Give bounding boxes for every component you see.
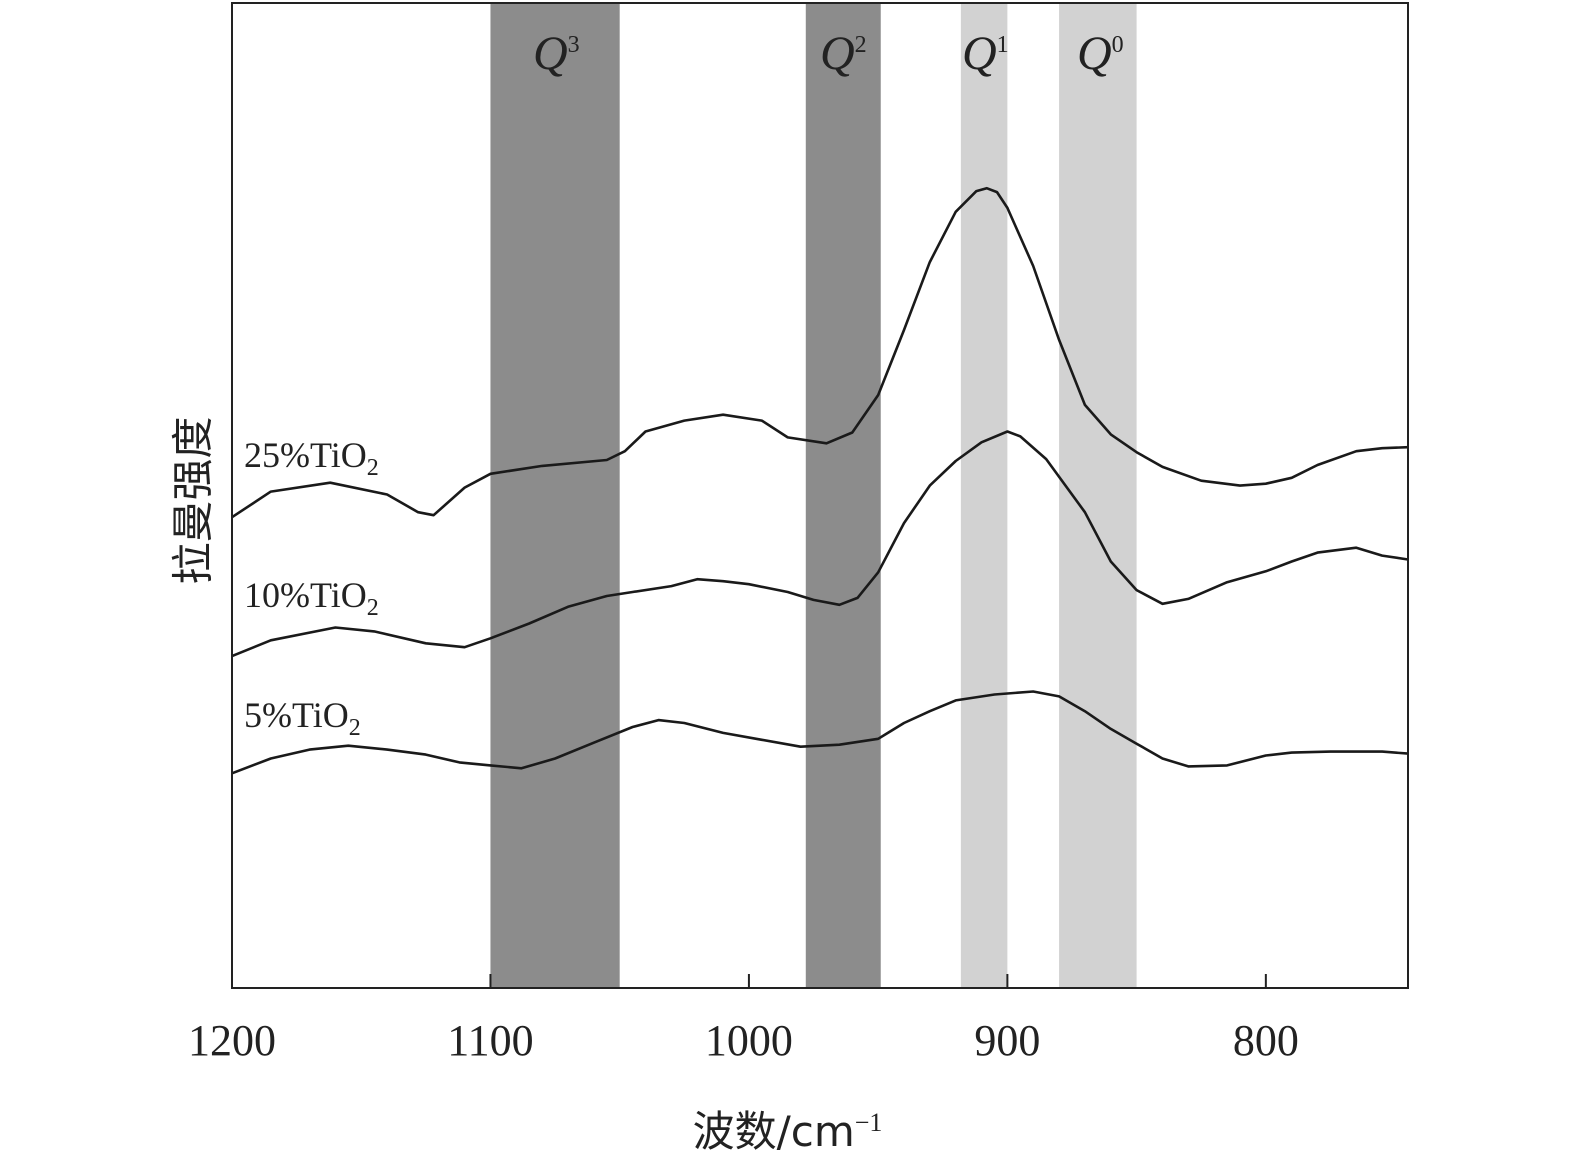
series-lines (231, 186, 1409, 775)
x-axis-label-main: 波数/cm (692, 1107, 855, 1156)
q-bands (490, 3, 1137, 988)
x-tick-label-800: 800 (1233, 1016, 1299, 1065)
band-q0 (1059, 3, 1137, 988)
y-axis-label-wrap: 拉曼强度 (110, 270, 270, 730)
band-label-q3: Q3 (533, 27, 580, 80)
series-label-10: 10%TiO2 (244, 575, 379, 622)
band-label-q2: Q2 (820, 27, 867, 80)
series-line-0 (231, 186, 1409, 519)
series-label-5: 5%TiO2 (244, 695, 361, 742)
band-q2 (805, 3, 881, 988)
plot-frame (231, 2, 1409, 989)
x-tick-label-900: 900 (974, 1016, 1040, 1065)
x-ticks: 1200 1100 1000 900 800 (188, 974, 1299, 1065)
x-tick-label-1100: 1100 (447, 1016, 533, 1065)
y-axis-label: 拉曼强度 (168, 415, 218, 585)
x-axis-label: 波数/cm−1 (0, 1098, 1575, 1159)
series-label-25: 25%TiO2 (244, 435, 379, 482)
band-label-q1: Q1 (962, 27, 1009, 80)
band-q3 (490, 3, 620, 988)
x-tick-label-1200: 1200 (188, 1016, 276, 1065)
band-label-q0: Q0 (1077, 27, 1124, 80)
series-line-1 (231, 430, 1409, 658)
series-line-2 (231, 690, 1409, 775)
band-q1 (960, 3, 1008, 988)
x-tick-label-1000: 1000 (705, 1016, 793, 1065)
x-axis-label-exponent: −1 (854, 1108, 883, 1137)
